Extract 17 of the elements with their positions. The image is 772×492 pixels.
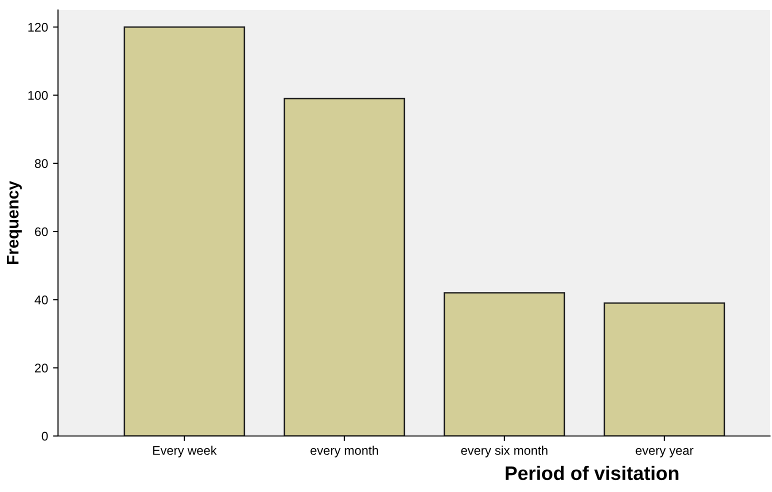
x-tick-label: Every week [153,446,217,458]
y-tick-label: 60 [35,227,48,236]
bar [284,98,406,436]
x-axis-title: Period of visitation [506,466,678,480]
y-tick-label: 120 [28,22,48,32]
y-tick-label: 80 [34,159,48,168]
bar [124,26,246,436]
x-tick-label: every six month [461,446,548,458]
x-tick-label: every year [636,448,694,458]
x-tick-label: every month [310,446,378,458]
y-tick-label: 100 [28,91,48,100]
y-tick-label: 0 [42,432,48,441]
bar [444,292,566,436]
y-axis-title: Frequency [6,180,22,264]
y-tick-label: 20 [35,364,48,372]
bar [604,302,726,436]
y-tick-label: 40 [34,295,48,304]
